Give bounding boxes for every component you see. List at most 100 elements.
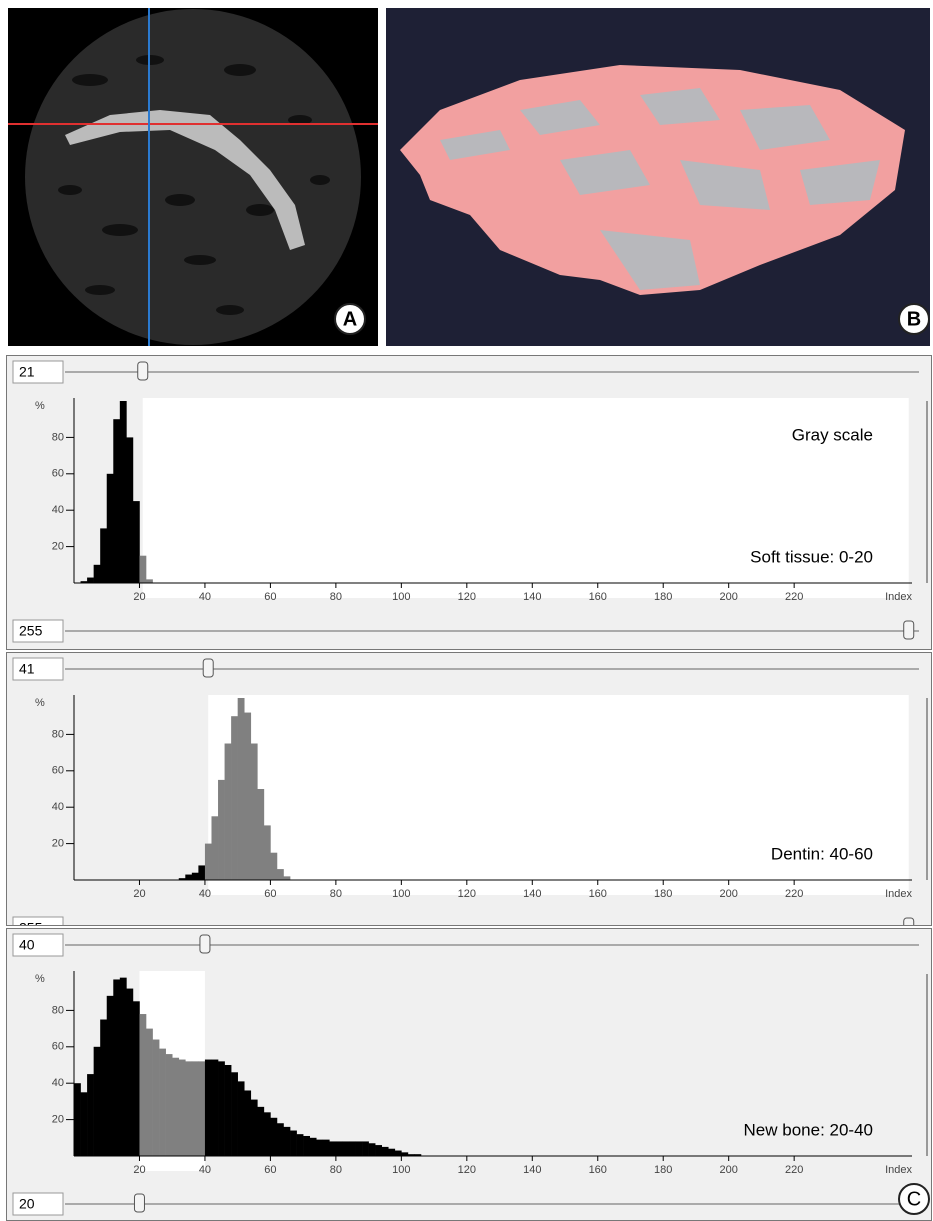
histogram-bar xyxy=(388,1149,395,1156)
x-tick-label: 180 xyxy=(654,591,672,603)
histogram-bar xyxy=(290,1131,297,1156)
x-tick-label: 220 xyxy=(785,591,803,603)
x-axis-label: Index xyxy=(885,1164,912,1176)
x-tick-label: 80 xyxy=(330,888,342,900)
x-tick-label: 220 xyxy=(785,1164,803,1176)
histogram-bar xyxy=(166,1054,173,1156)
x-tick-label: 100 xyxy=(392,1164,410,1176)
slider-value: 40 xyxy=(19,937,35,953)
histogram-bar xyxy=(133,1001,140,1156)
histogram-bar xyxy=(113,419,120,583)
x-tick-label: 160 xyxy=(589,591,607,603)
y-axis-label: % xyxy=(35,697,45,709)
slider-value: 41 xyxy=(19,661,35,677)
histogram-bar xyxy=(192,1061,199,1156)
slider-value: 255 xyxy=(19,623,43,639)
histogram-panel: 41255%2040608020406080100120140160180200… xyxy=(6,652,932,926)
slider-thumb[interactable] xyxy=(904,918,914,926)
slider-thumb[interactable] xyxy=(200,935,210,953)
histogram-bar xyxy=(211,816,218,880)
histogram-bar xyxy=(244,1090,251,1156)
slider-value: 20 xyxy=(19,1196,35,1212)
histogram-bar xyxy=(395,1151,402,1156)
selection-background xyxy=(208,695,909,895)
x-tick-label: 120 xyxy=(458,1164,476,1176)
histogram-bar xyxy=(100,528,107,583)
x-tick-label: 180 xyxy=(654,1164,672,1176)
y-tick-label: 80 xyxy=(52,728,64,740)
histogram-bar xyxy=(81,1092,88,1156)
histogram-bar xyxy=(120,978,127,1156)
x-tick-label: 100 xyxy=(392,591,410,603)
histogram-bar xyxy=(277,1123,284,1156)
histogram-bar xyxy=(329,1141,336,1156)
histogram-bar xyxy=(336,1141,343,1156)
histogram-bar xyxy=(349,1141,356,1156)
histogram-bar xyxy=(126,989,133,1156)
slider-thumb[interactable] xyxy=(203,659,213,677)
y-tick-label: 40 xyxy=(52,1077,64,1089)
histogram-bar xyxy=(205,1060,212,1156)
x-tick-label: 40 xyxy=(199,591,211,603)
y-tick-label: 60 xyxy=(52,468,64,480)
histogram-bar xyxy=(94,1047,101,1156)
histogram-bar xyxy=(153,1040,160,1156)
histogram-bar xyxy=(179,1060,186,1156)
histogram-bar xyxy=(192,873,199,880)
histogram-bar xyxy=(100,1020,107,1157)
y-tick-label: 40 xyxy=(52,504,64,516)
histogram-bar xyxy=(133,501,140,583)
histogram-bar xyxy=(244,713,251,880)
page: A B 21 255% 20 40 60 80 20 40 60 80 100 120 140 160 18… xyxy=(0,0,933,1221)
slider-value: 21 xyxy=(19,364,35,380)
y-tick-label: 20 xyxy=(52,838,64,850)
histogram-bar xyxy=(297,1134,304,1156)
x-tick-label: 200 xyxy=(720,591,738,603)
x-tick-label: 60 xyxy=(264,591,276,603)
x-tick-label: 40 xyxy=(199,888,211,900)
histogram-bar xyxy=(198,1061,205,1156)
histogram-bar xyxy=(205,844,212,880)
histogram-bar xyxy=(218,780,225,880)
y-tick-label: 80 xyxy=(52,1004,64,1016)
histogram-bar xyxy=(185,1061,192,1156)
histogram-bar xyxy=(238,1081,245,1156)
histogram-bar xyxy=(225,1065,232,1156)
y-tick-label: 60 xyxy=(52,765,64,777)
x-tick-label: 140 xyxy=(523,888,541,900)
histogram-bar xyxy=(251,744,258,881)
histogram-bar xyxy=(270,853,277,880)
histogram-bar xyxy=(107,474,114,583)
histogram-bar xyxy=(310,1138,317,1156)
histogram-bar xyxy=(107,996,114,1156)
histogram-bar xyxy=(323,1140,330,1156)
histogram-bar xyxy=(225,744,232,881)
caption: Gray scale xyxy=(792,425,873,444)
histogram-bar xyxy=(218,1061,225,1156)
slider-thumb[interactable] xyxy=(138,362,148,380)
x-tick-label: 80 xyxy=(330,1164,342,1176)
x-axis-label: Index xyxy=(885,888,912,900)
y-tick-label: 20 xyxy=(52,1114,64,1126)
slider-thumb[interactable] xyxy=(904,621,914,639)
histogram-bar xyxy=(369,1143,376,1156)
x-tick-label: 100 xyxy=(392,888,410,900)
histogram-bar xyxy=(277,869,284,880)
panel-label: A xyxy=(343,308,357,330)
x-tick-label: 20 xyxy=(133,591,145,603)
y-axis-label: % xyxy=(35,973,45,985)
histogram: 41255%2040608020406080100120140160180200… xyxy=(7,653,932,926)
x-tick-label: 200 xyxy=(720,888,738,900)
y-tick-label: 20 xyxy=(52,541,64,553)
panel-label: B xyxy=(907,308,921,330)
histogram-bar xyxy=(342,1141,349,1156)
histogram-bar xyxy=(264,825,271,880)
x-tick-label: 180 xyxy=(654,888,672,900)
slider-thumb[interactable] xyxy=(134,1194,144,1212)
x-tick-label: 80 xyxy=(330,591,342,603)
histogram-bar xyxy=(120,401,127,583)
y-axis-label: % xyxy=(35,400,45,412)
x-axis-label: Index xyxy=(885,591,912,603)
histogram-bar xyxy=(303,1136,310,1156)
